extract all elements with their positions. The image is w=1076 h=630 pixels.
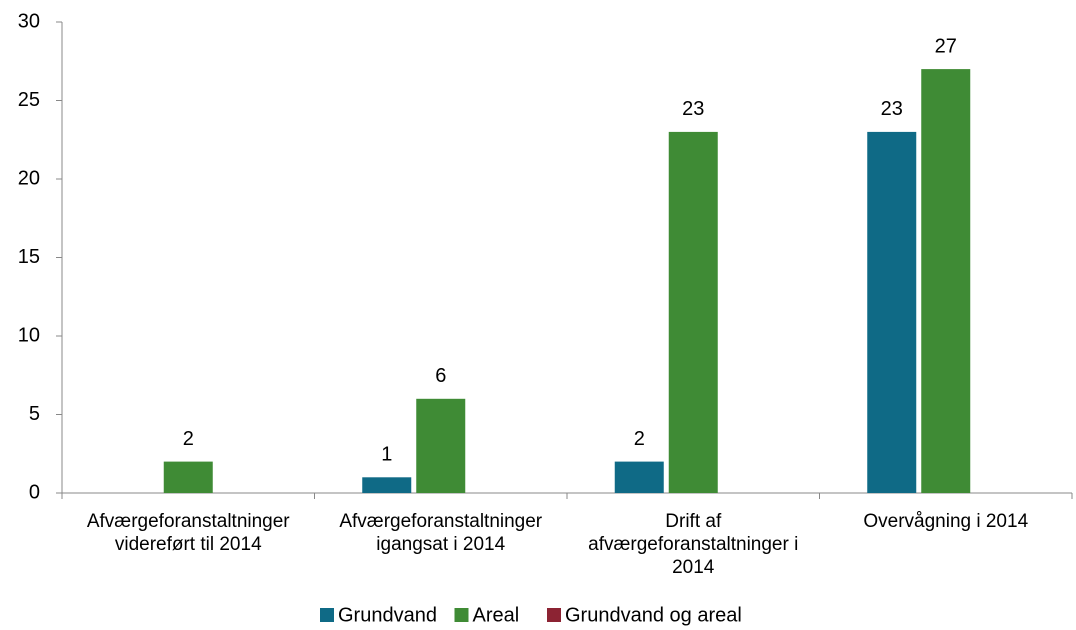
data-label: 2 (183, 428, 194, 450)
data-label: 23 (881, 98, 903, 120)
legend-label: Grundvand (338, 604, 437, 626)
bar (668, 131, 718, 493)
x-tick-label: Afværgeforanstaltninger videreført til 2… (86, 511, 290, 555)
legend-swatch (320, 608, 334, 622)
bar (867, 131, 917, 493)
data-label: 27 (935, 35, 957, 57)
y-tick-label: 25 (18, 89, 40, 111)
legend-label: Areal (473, 604, 520, 626)
y-tick-label: 30 (18, 10, 40, 32)
y-tick-label: 0 (29, 481, 40, 503)
bar (163, 461, 213, 493)
data-label: 1 (381, 444, 392, 466)
x-tick-label: Drift af afværgeforanstaltninger i 2014 (588, 511, 799, 578)
y-tick-label: 5 (29, 403, 40, 425)
bar (416, 398, 466, 493)
legend-swatch (547, 608, 561, 622)
legend-swatch (454, 608, 469, 622)
x-tick-label: Overvågning i 2014 (863, 511, 1029, 532)
x-tick-label: Afværgeforanstaltninger igangsat i 2014 (339, 511, 543, 555)
data-label: 6 (435, 365, 446, 387)
legend-label: Grundvand og areal (565, 604, 742, 626)
data-label: 2 (634, 428, 645, 450)
bar (362, 477, 412, 493)
y-tick-label: 15 (18, 246, 40, 268)
data-label: 23 (682, 98, 704, 120)
y-tick-label: 20 (18, 167, 40, 189)
y-tick-label: 10 (18, 324, 40, 346)
bar (614, 461, 664, 493)
bar (921, 69, 971, 493)
